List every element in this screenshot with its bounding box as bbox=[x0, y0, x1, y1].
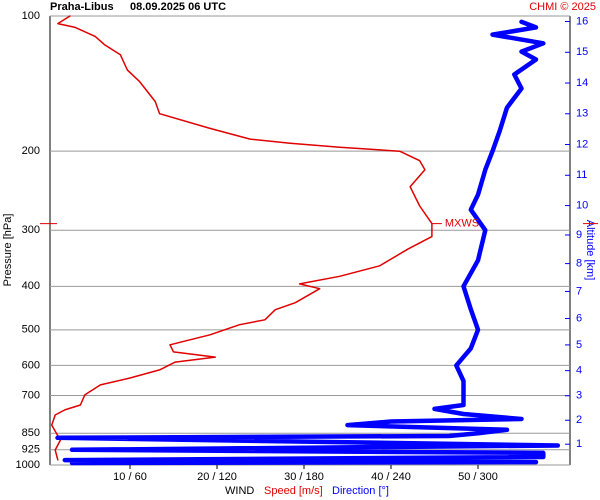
legend-entry: Direction [°] bbox=[332, 485, 389, 497]
y2-tick-label: 9 bbox=[576, 229, 582, 241]
credit: CHMI © 2025 bbox=[529, 1, 596, 13]
y2-tick-label: 6 bbox=[576, 312, 582, 324]
x-tick-label: 50 / 300 bbox=[458, 471, 498, 483]
x-axis-title: WIND bbox=[225, 485, 254, 497]
y-tick-label: 1000 bbox=[16, 459, 40, 471]
y2-tick-label: 14 bbox=[576, 77, 588, 89]
x-tick-label: 30 / 180 bbox=[284, 471, 324, 483]
time: 08.09.2025 06 UTC bbox=[130, 1, 226, 13]
max-wind-label: MXWS bbox=[445, 218, 479, 230]
y-tick-label: 850 bbox=[22, 427, 40, 439]
y-tick-label: 200 bbox=[22, 145, 40, 157]
y2-tick-label: 10 bbox=[576, 199, 588, 211]
y2-tick-label: 11 bbox=[576, 169, 587, 181]
y2-tick-label: 1 bbox=[576, 438, 582, 450]
y-tick-label: 100 bbox=[22, 10, 40, 22]
y-tick-label: 300 bbox=[22, 224, 40, 236]
profile-line bbox=[50, 15, 433, 461]
x-tick-label: 20 / 120 bbox=[197, 471, 237, 483]
y2-tick-label: 3 bbox=[576, 390, 582, 402]
profile-line bbox=[55, 19, 561, 466]
y-tick-label: 925 bbox=[22, 444, 40, 456]
y2-tick-label: 7 bbox=[576, 285, 582, 297]
y2-tick-label: 4 bbox=[576, 365, 582, 377]
y2-tick-label: 12 bbox=[576, 138, 588, 150]
y2-axis-title: Altitude [km] bbox=[584, 220, 596, 281]
y2-tick-label: 5 bbox=[576, 339, 582, 351]
x-tick-label: 40 / 240 bbox=[371, 471, 411, 483]
y2-tick-label: 8 bbox=[576, 258, 582, 270]
y2-tick-label: 16 bbox=[576, 15, 588, 27]
station: Praha-Libus bbox=[50, 1, 114, 13]
legend-entry: Speed [m/s] bbox=[264, 485, 323, 497]
y-tick-label: 400 bbox=[22, 280, 40, 292]
y2-tick-label: 13 bbox=[576, 108, 588, 120]
y-axis-title: Pressure [hPa] bbox=[2, 214, 14, 287]
y-tick-label: 700 bbox=[22, 389, 40, 401]
y-tick-label: 500 bbox=[22, 324, 40, 336]
y2-tick-label: 2 bbox=[576, 414, 582, 426]
y2-tick-label: 15 bbox=[576, 46, 588, 58]
x-tick-label: 10 / 60 bbox=[113, 471, 147, 483]
y-tick-label: 600 bbox=[22, 359, 40, 371]
